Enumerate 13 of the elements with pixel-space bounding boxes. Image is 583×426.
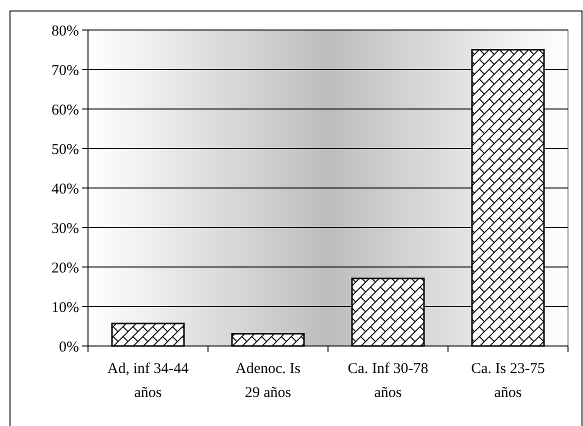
y-tick-label: 70% [52, 62, 79, 79]
y-tick-label: 30% [52, 220, 79, 237]
y-tick-label: 10% [52, 300, 79, 316]
y-tick-label: 60% [52, 102, 79, 118]
y-tick-label: 80% [52, 23, 79, 40]
x-tick-label: Ad, inf 34-44 años [107, 361, 190, 401]
x-tick-label: Ca. Inf 30-78 años [348, 361, 428, 401]
y-tick-label: 0% [59, 339, 79, 356]
y-tick-label: 20% [52, 260, 79, 276]
x-tick-label: Ca. Is 23-75 años [471, 361, 545, 401]
y-tick-label: 50% [52, 142, 79, 158]
y-tick-label: 40% [52, 181, 79, 198]
x-tick-label: Adenoc. Is 29 años [236, 361, 301, 401]
